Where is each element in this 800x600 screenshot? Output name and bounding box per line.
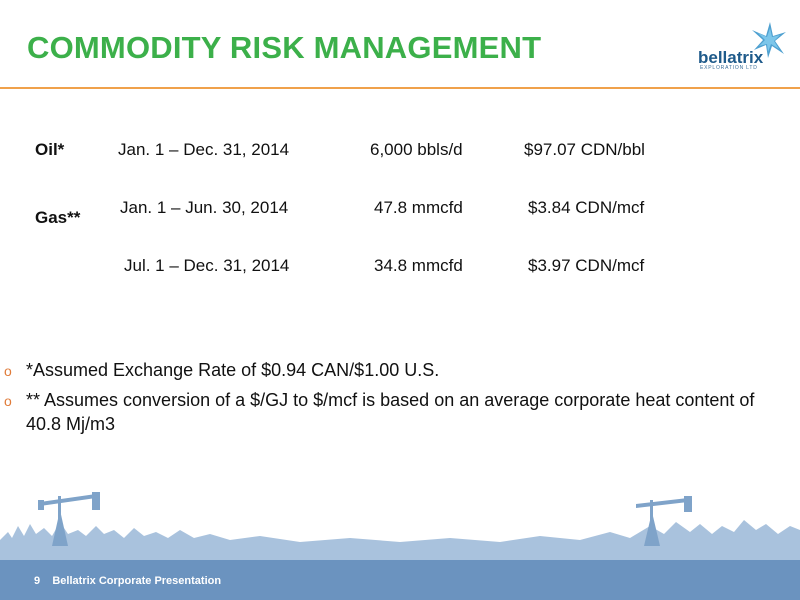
bullet-marker: o — [4, 363, 12, 379]
hedge-price: $97.07 CDN/bbl — [524, 140, 645, 159]
hedge-volume: 6,000 bbls/d — [370, 140, 463, 159]
hedge-period: Jan. 1 – Jun. 30, 2014 — [120, 198, 289, 217]
hedge-period: Jul. 1 – Dec. 31, 2014 — [124, 256, 290, 275]
pumpjack-landscape — [0, 492, 800, 564]
hedge-price: $3.97 CDN/mcf — [528, 256, 645, 275]
bullet-marker: o — [4, 393, 12, 409]
hedge-price: $3.84 CDN/mcf — [528, 198, 645, 217]
header-divider — [0, 87, 800, 89]
note-exchange-rate: *Assumed Exchange Rate of $0.94 CAN/$1.0… — [26, 360, 440, 380]
footer-label: Bellatrix Corporate Presentation — [52, 575, 222, 587]
page-title: COMMODITY RISK MANAGEMENT — [27, 30, 542, 65]
footer-band — [0, 560, 800, 600]
footer: 9 Bellatrix Corporate Presentation — [34, 575, 221, 587]
note-heat-content: ** Assumes conversion of a $/GJ to $/mcf… — [26, 390, 755, 434]
star-icon — [752, 22, 786, 58]
logo-tagline: EXPLORATION LTD — [700, 65, 758, 71]
logo-wordmark: bellatrix — [698, 48, 764, 67]
hedge-volume: 47.8 mmcfd — [374, 198, 463, 217]
gas-label: Gas** — [35, 208, 81, 227]
oil-label: Oil* — [35, 140, 65, 159]
hedge-volume: 34.8 mmcfd — [374, 256, 463, 275]
hedge-period: Jan. 1 – Dec. 31, 2014 — [118, 140, 290, 159]
page-number: 9 — [34, 575, 41, 587]
company-logo: bellatrix EXPLORATION LTD — [678, 20, 790, 72]
